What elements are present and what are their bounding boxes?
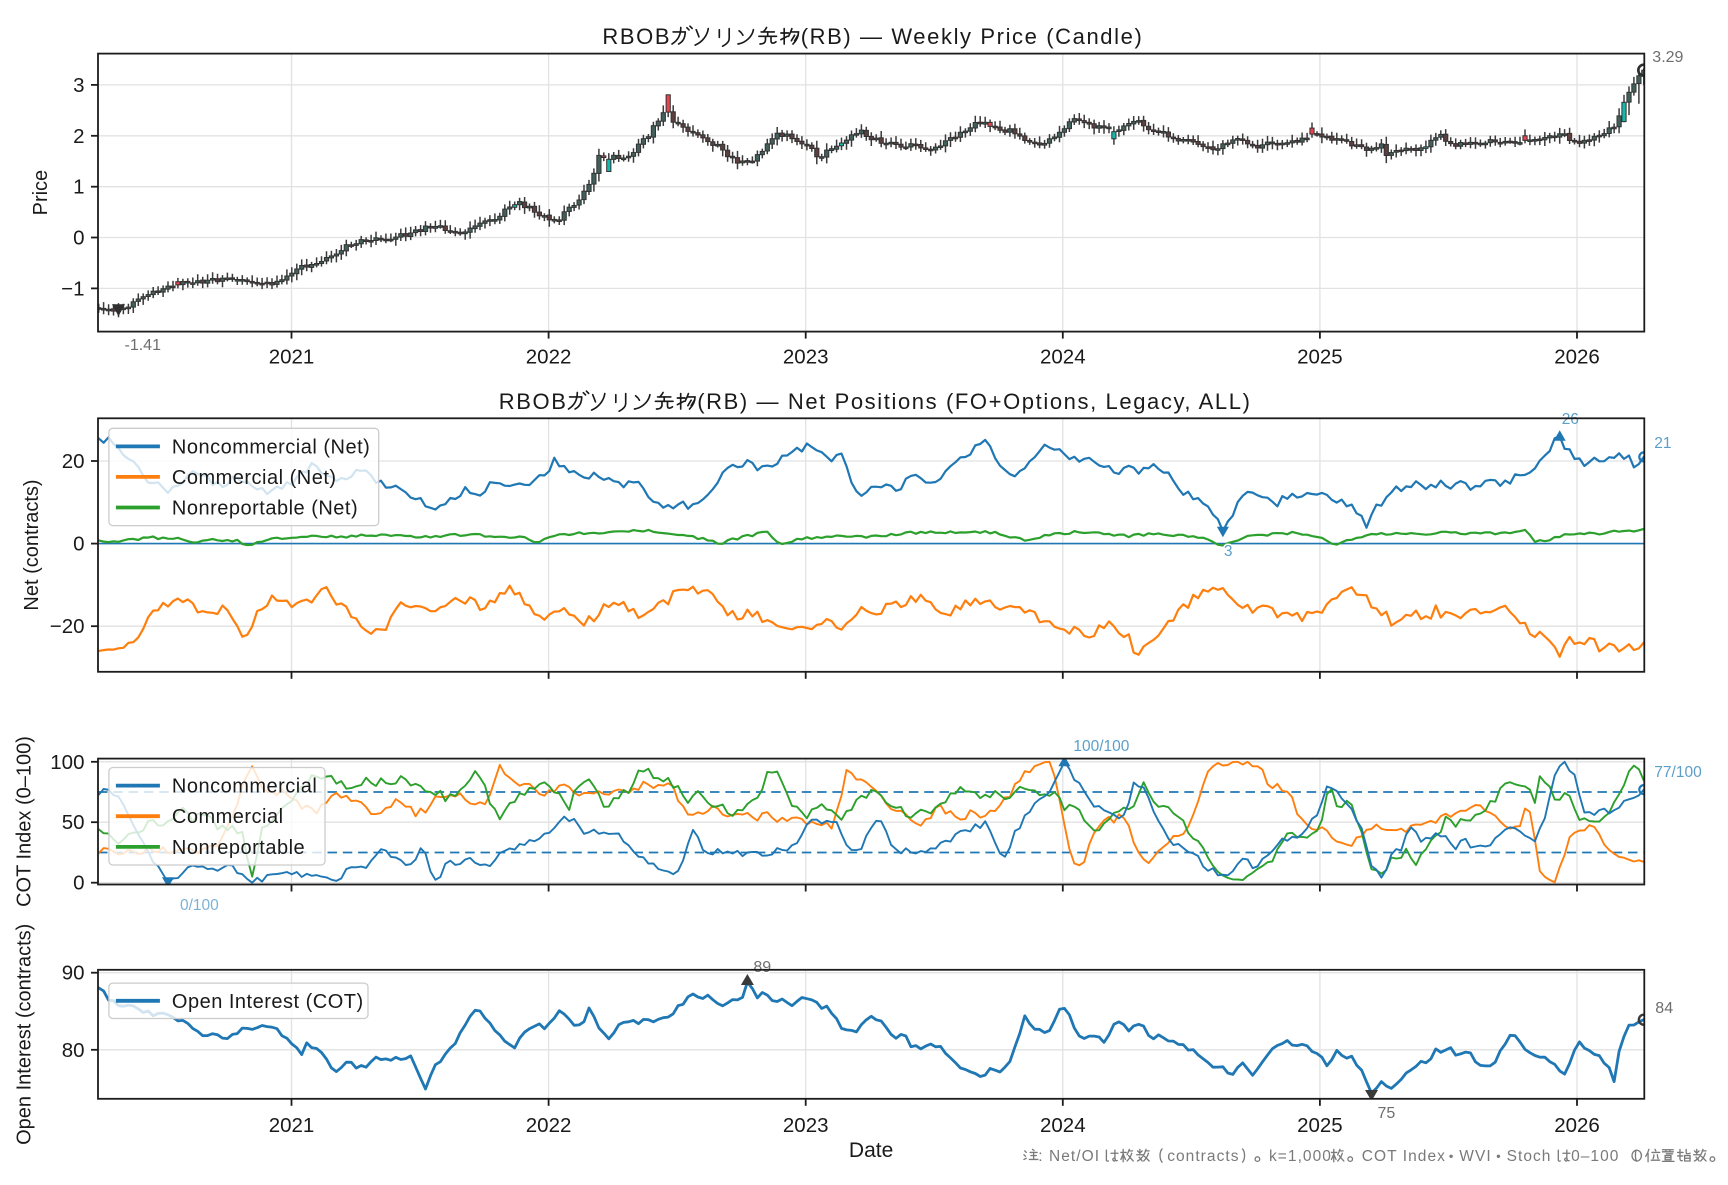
- svg-text:2: 2: [73, 125, 84, 148]
- svg-text:2021: 2021: [269, 1114, 315, 1137]
- svg-text:84: 84: [1655, 1000, 1673, 1017]
- svg-text:Stoch: Stoch: [1507, 1148, 1552, 1165]
- svg-text:75: 75: [1378, 1105, 1396, 1122]
- svg-text:(RB) — Net Positions (FO+Optio: (RB) — Net Positions (FO+Options, Legacy…: [697, 389, 1251, 414]
- svg-text:100: 100: [50, 751, 84, 774]
- svg-text:0: 0: [73, 227, 84, 250]
- svg-text:26: 26: [1562, 411, 1579, 428]
- svg-text:50: 50: [62, 811, 85, 834]
- svg-text:77/100: 77/100: [1654, 764, 1702, 781]
- svg-text:89: 89: [753, 959, 771, 976]
- svg-text:21: 21: [1654, 435, 1671, 452]
- svg-text:Net (contracts): Net (contracts): [21, 479, 43, 610]
- svg-text:2026: 2026: [1554, 1114, 1600, 1137]
- svg-text:Open Interest (COT): Open Interest (COT): [172, 991, 364, 1013]
- svg-text:2023: 2023: [783, 346, 829, 369]
- svg-text:2021: 2021: [269, 346, 315, 369]
- svg-text:2025: 2025: [1297, 346, 1343, 369]
- svg-text:0: 0: [73, 872, 84, 895]
- svg-text:2025: 2025: [1297, 1114, 1343, 1137]
- svg-text:RBOB: RBOB: [499, 389, 568, 414]
- svg-text:0/100: 0/100: [180, 897, 219, 914]
- svg-text:0–100: 0–100: [1571, 1148, 1619, 1165]
- svg-text:0: 0: [73, 533, 84, 556]
- svg-text:2022: 2022: [526, 346, 572, 369]
- svg-text:-1.41: -1.41: [125, 337, 162, 354]
- svg-text:−20: −20: [50, 615, 85, 638]
- svg-text:90: 90: [62, 962, 85, 985]
- svg-text:Noncommercial: Noncommercial: [172, 776, 317, 798]
- svg-text:Nonreportable (Net): Nonreportable (Net): [172, 498, 358, 520]
- svg-text:3: 3: [73, 74, 84, 97]
- svg-text:Price: Price: [30, 170, 52, 216]
- svg-text:Date: Date: [849, 1139, 893, 1162]
- svg-text:Commercial: Commercial: [172, 806, 284, 828]
- svg-text:: Net/OI: : Net/OI: [1038, 1148, 1100, 1165]
- svg-text:2024: 2024: [1040, 346, 1086, 369]
- svg-text:COT Index: COT Index: [1362, 1148, 1446, 1165]
- svg-text:k=1,000: k=1,000: [1269, 1148, 1332, 1165]
- svg-text:100/100: 100/100: [1073, 738, 1129, 755]
- svg-text:−1: −1: [61, 277, 84, 300]
- svg-text:2023: 2023: [783, 1114, 829, 1137]
- svg-text:2022: 2022: [526, 1114, 572, 1137]
- svg-text:(RB) — Weekly Price (Candle): (RB) — Weekly Price (Candle): [801, 24, 1144, 49]
- svg-text:80: 80: [62, 1039, 85, 1062]
- svg-text:3.29: 3.29: [1652, 49, 1683, 66]
- svg-text:2026: 2026: [1554, 346, 1600, 369]
- svg-text:contracts: contracts: [1167, 1148, 1239, 1165]
- svg-text:3: 3: [1224, 543, 1233, 560]
- svg-text:WVI: WVI: [1459, 1148, 1491, 1165]
- svg-text:1: 1: [73, 176, 84, 199]
- svg-text:COT Index (0–100): COT Index (0–100): [14, 736, 36, 907]
- svg-text:2024: 2024: [1040, 1114, 1086, 1137]
- svg-text:Nonreportable: Nonreportable: [172, 837, 305, 859]
- svg-text:Commercial (Net): Commercial (Net): [172, 467, 337, 489]
- svg-text:Open Interest (contracts): Open Interest (contracts): [14, 924, 36, 1145]
- svg-text:RBOB: RBOB: [602, 24, 671, 49]
- svg-text:20: 20: [62, 450, 85, 473]
- svg-text:Noncommercial (Net): Noncommercial (Net): [172, 436, 370, 458]
